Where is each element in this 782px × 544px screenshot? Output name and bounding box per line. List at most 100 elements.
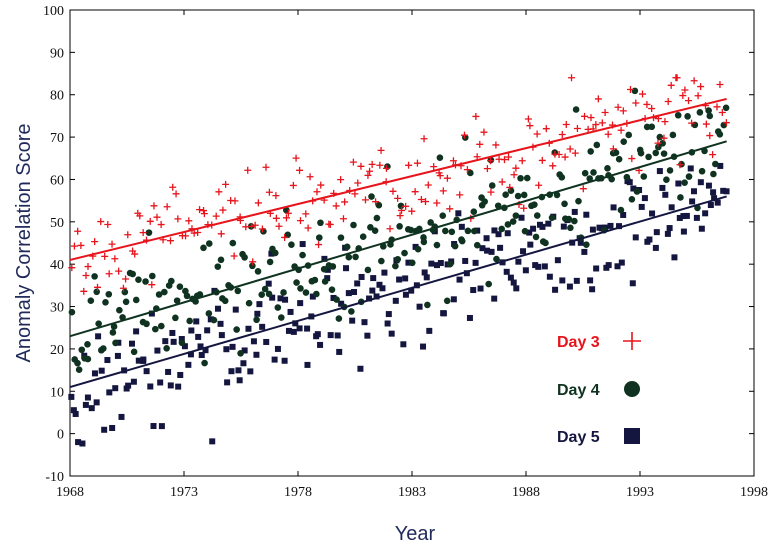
data-point-day3 [167,237,175,245]
data-point-day5 [491,295,498,302]
data-point-day4 [368,193,375,200]
data-point-day3 [148,281,156,289]
data-point-day3 [506,183,514,191]
data-point-day3 [594,95,602,103]
data-point-day5 [470,287,477,294]
data-point-day4 [132,296,140,304]
data-point-day5 [396,276,403,283]
data-point-day5 [114,352,121,359]
data-point-day3 [262,163,270,171]
data-point-day3 [281,233,289,241]
data-point-day5 [229,343,236,350]
data-point-day5 [157,379,164,386]
data-point-day5 [358,273,365,280]
data-point-day4 [200,244,207,252]
data-point-day5 [381,269,388,276]
data-point-day4 [293,279,300,286]
data-point-day3 [248,222,256,230]
data-point-day3 [713,103,721,111]
data-point-day5 [364,332,371,339]
data-point-day5 [532,262,539,269]
data-point-day3 [139,229,147,237]
data-point-day5 [522,267,529,274]
data-point-day4 [392,262,399,270]
data-point-day3 [716,81,724,89]
y-tick-label: 90 [50,46,64,61]
data-point-day3 [97,218,105,226]
data-point-day3 [524,115,532,123]
data-point-day5 [162,338,169,345]
data-point-day5 [458,223,465,230]
data-point-day5 [483,235,490,242]
data-point-day3 [702,120,710,128]
data-point-day3 [456,191,464,199]
data-point-day3 [169,183,177,191]
data-point-day4 [666,167,674,174]
data-point-day5 [79,440,86,447]
data-point-day5 [671,254,678,261]
data-point-day4 [288,241,295,248]
data-point-day5 [269,294,276,301]
data-point-day4 [155,291,163,298]
data-point-day4 [464,227,472,235]
data-point-day4 [266,258,274,266]
data-point-day5 [566,283,573,290]
data-point-day3 [472,112,480,120]
data-point-day3 [306,173,314,181]
data-point-day4 [335,315,343,322]
data-point-day5 [202,347,209,354]
data-point-day3 [604,130,612,138]
data-point-day5 [181,343,188,350]
data-point-day4 [284,231,292,239]
data-point-day4 [548,214,556,221]
data-point-day5 [241,347,248,354]
data-point-day5 [130,378,137,385]
data-point-day5 [705,182,712,189]
data-point-day5 [618,259,625,266]
data-point-day4 [397,202,405,210]
data-point-day3 [190,229,198,237]
data-point-day3 [688,119,696,127]
data-point-day5 [135,357,142,364]
axis-ticks: 1968 1973 1978 1983 1988 1993 1998 -10 0 10 20 30 40… [43,4,768,500]
data-point-day5 [593,265,600,272]
data-point-day3 [643,100,651,108]
data-point-day5 [472,259,479,266]
data-point-day5 [632,234,639,241]
x-tick-label: 1998 [740,485,768,500]
data-point-day3 [446,205,454,213]
data-point-day3 [104,220,112,228]
data-point-day4 [706,112,714,120]
data-point-day3 [598,119,606,127]
data-point-day4 [299,251,306,259]
data-point-day5 [349,317,356,324]
data-point-day5 [666,225,673,232]
data-point-day3 [249,258,257,266]
data-point-day5 [530,225,537,232]
data-point-day4 [720,121,728,129]
y-tick-label: 60 [50,173,64,188]
data-point-day4 [542,239,549,247]
data-point-day3 [430,163,438,171]
data-point-day4 [502,191,509,199]
data-point-day3 [272,214,280,222]
data-point-day3 [561,153,569,161]
data-point-day3 [473,153,481,161]
data-point-day3 [94,283,102,291]
data-point-day5 [388,330,395,337]
data-point-day4 [95,320,102,327]
data-point-day5 [68,393,75,400]
data-point-day3 [389,187,397,195]
data-point-day5 [571,208,578,215]
data-point-day5 [408,287,415,294]
data-point-day5 [385,311,392,318]
data-point-day5 [656,168,663,175]
data-point-day4 [660,150,668,157]
data-point-day5 [554,257,561,264]
data-point-day3 [619,107,627,115]
data-point-day4 [612,149,620,156]
data-point-day5 [479,245,486,252]
data-point-day4 [420,238,428,246]
data-point-day3 [697,83,705,91]
data-point-day5 [197,343,204,350]
